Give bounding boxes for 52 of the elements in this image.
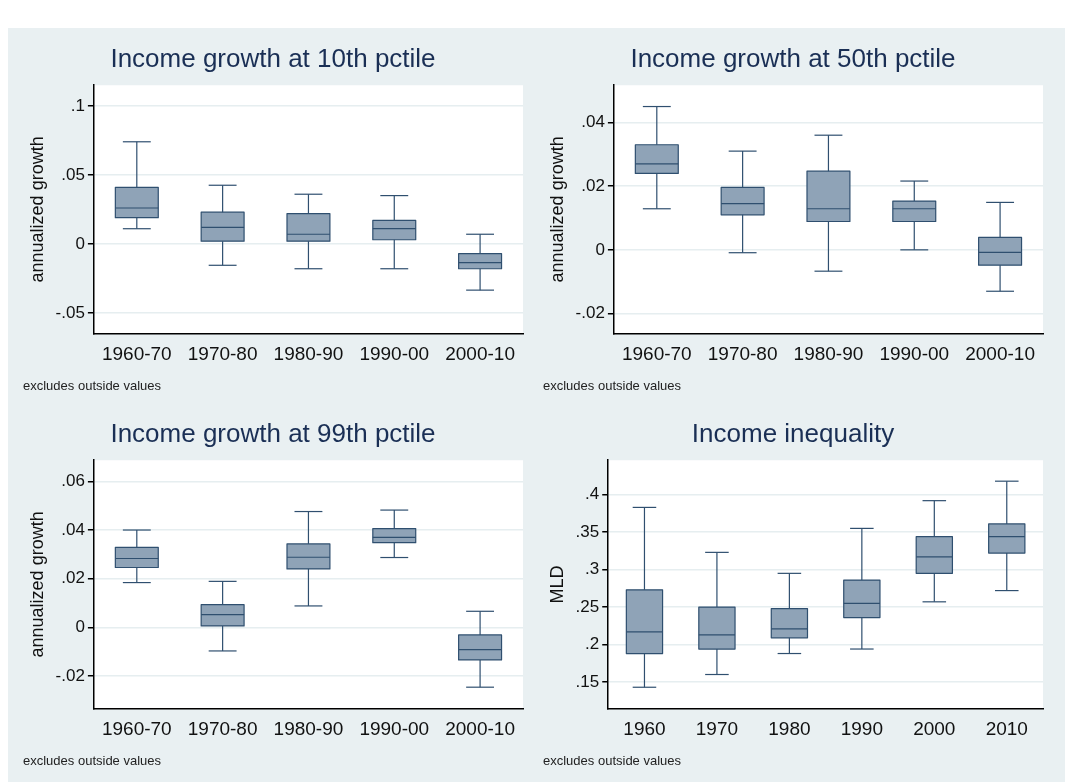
y-tick-label: .3: [585, 559, 600, 579]
chart-title: Income growth at 10th pctile: [110, 42, 436, 73]
y-tick-label: .04: [61, 519, 85, 539]
y-tick-label: .1: [70, 95, 85, 115]
x-tick-label: 2000-10: [445, 343, 515, 365]
x-tick-label: 1970-80: [707, 343, 778, 365]
y-tick-label: .35: [575, 521, 600, 541]
y-tick-label: 0: [75, 233, 85, 253]
x-tick-label: 1980-90: [273, 343, 344, 365]
chart-title: Income growth at 50th pctile: [630, 42, 956, 73]
x-tick-label: 1970: [695, 718, 739, 740]
y-axis-title: MLD: [546, 565, 567, 604]
x-tick-label: 1960-70: [101, 718, 172, 740]
y-tick-label: .4: [585, 484, 600, 504]
x-tick-label: 1960-70: [621, 343, 692, 365]
text: excludes outside values: [543, 377, 682, 393]
y-tick-label: 0: [595, 239, 605, 259]
x-tick-label: 1990-00: [879, 343, 950, 365]
y-tick-label: .02: [581, 175, 605, 195]
y-tick-label: .05: [61, 164, 85, 184]
x-tick-label: 1960-70: [101, 343, 172, 365]
y-axis-title: annualized growth: [26, 511, 47, 658]
x-tick-label: 2000: [913, 718, 956, 740]
x-tick-label: 1990-00: [359, 343, 430, 365]
x-tick-label: 2000-10: [445, 718, 515, 740]
y-tick-label: .02: [61, 568, 85, 588]
y-axis-title: annualized growth: [546, 136, 567, 283]
x-tick-label: 1980-90: [793, 343, 864, 365]
x-tick-label: 1990: [840, 718, 883, 740]
text: excludes outside values: [543, 752, 682, 768]
y-tick-label: -.05: [55, 302, 85, 322]
x-tick-label: 1970-80: [187, 718, 258, 740]
y-tick-label: .2: [585, 634, 600, 654]
x-tick-label: 1970-80: [187, 343, 258, 365]
y-tick-label: .15: [575, 671, 600, 691]
y-tick-label: .06: [61, 471, 85, 491]
x-tick-label: 2010: [985, 718, 1028, 740]
chart-title: Income inequality: [691, 417, 895, 448]
y-tick-label: .04: [581, 112, 605, 132]
chart-title: Income growth at 99th pctile: [110, 417, 436, 448]
y-tick-label: -.02: [575, 303, 605, 323]
text: excludes outside values: [23, 377, 162, 393]
y-axis-title: annualized growth: [26, 136, 47, 283]
x-tick-label: 2000-10: [965, 343, 1035, 365]
y-tick-label: 0: [75, 617, 85, 637]
x-tick-label: 1980-90: [273, 718, 344, 740]
text: excludes outside values: [23, 752, 162, 768]
y-tick-label: -.02: [55, 665, 85, 685]
x-tick-label: 1980: [768, 718, 811, 740]
x-tick-label: 1960: [623, 718, 666, 740]
x-tick-label: 1990-00: [359, 718, 430, 740]
y-tick-label: .25: [575, 596, 600, 616]
